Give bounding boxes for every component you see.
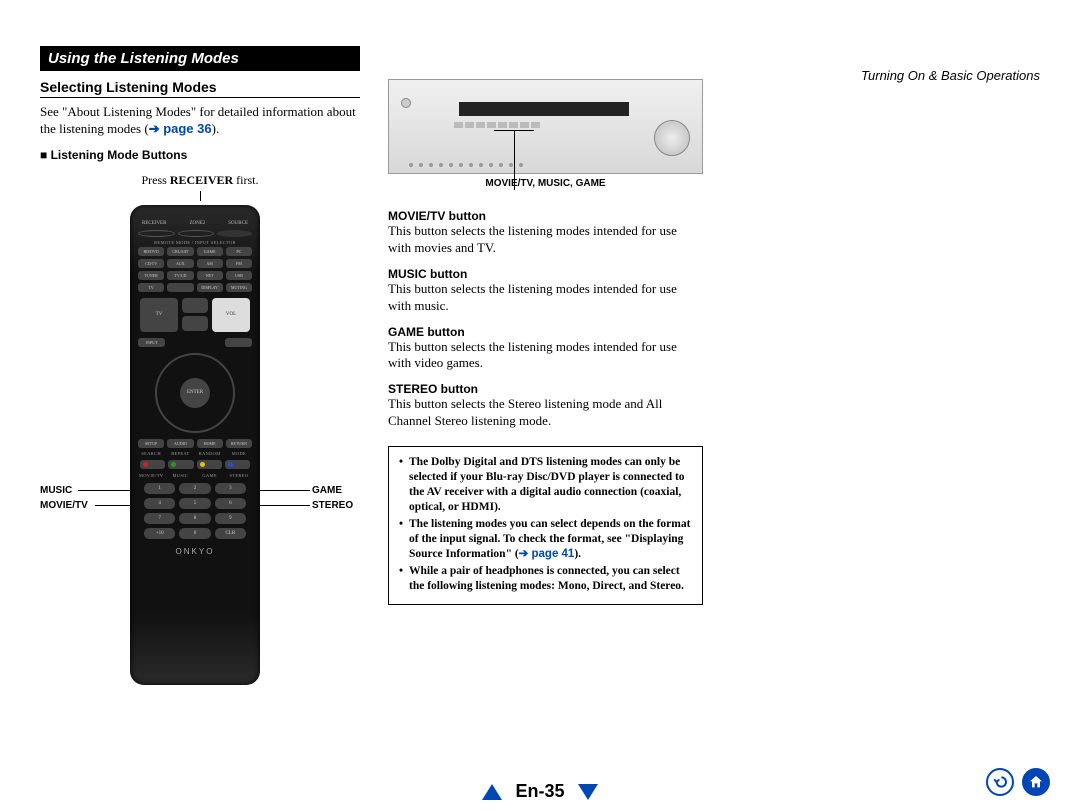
right-column: MOVIE/TV, MUSIC, GAME MOVIE/TV buttonThi… — [388, 79, 703, 705]
remote-label: RANDOM — [197, 451, 223, 456]
receiver-caption: MOVIE/TV, MUSIC, GAME — [388, 178, 703, 189]
remote-btn: CBL/SAT — [167, 247, 193, 256]
button-heading: MUSIC button — [388, 267, 703, 281]
remote-nav-ring: ENTER — [155, 353, 235, 433]
button-heading: MOVIE/TV button — [388, 209, 703, 223]
callout-line — [95, 505, 130, 506]
breadcrumb: Turning On & Basic Operations — [861, 68, 1040, 83]
remote-numkey: 3 — [215, 483, 246, 494]
page-footer: En-35 — [0, 781, 1080, 802]
remote-btn: CD/TV — [138, 259, 164, 268]
button-description: This button selects the listening modes … — [388, 223, 703, 257]
button-description: This button selects the Stereo listening… — [388, 396, 703, 430]
subheading-selecting: Selecting Listening Modes — [40, 79, 360, 98]
remote-label: MUSIC — [167, 473, 193, 478]
remote-numkey: 7 — [144, 513, 175, 524]
callout-line — [78, 490, 130, 491]
remote-btn: DISPLAY — [197, 283, 223, 292]
section-banner: Using the Listening Modes — [40, 46, 360, 71]
intro-text: See "About Listening Modes" for detailed… — [40, 104, 360, 138]
callout-stereo: STEREO — [312, 500, 353, 511]
remote-btn: AUDIO — [167, 439, 193, 448]
page-link[interactable]: ➔ page 41 — [519, 548, 575, 560]
remote-label: MOVIE/TV — [138, 473, 164, 478]
remote-btn: SETUP — [138, 439, 164, 448]
page-number: En-35 — [515, 781, 564, 802]
remote-numkey: 8 — [179, 513, 210, 524]
remote-btn: GAME — [197, 247, 223, 256]
home-icon[interactable] — [1022, 768, 1050, 796]
button-heading: STEREO button — [388, 382, 703, 396]
listening-mode-buttons-heading: Listening Mode Buttons — [40, 148, 360, 162]
remote-numkey: CLR — [215, 528, 246, 539]
button-description: This button selects the listening modes … — [388, 339, 703, 373]
left-column: Selecting Listening Modes See "About Lis… — [40, 79, 360, 705]
press-bold: RECEIVER — [170, 173, 233, 187]
remote-input: INPUT — [138, 338, 165, 347]
remote-label: GAME — [197, 473, 223, 478]
remote-btn: NET — [197, 271, 223, 280]
remote-brand: ONKYO — [138, 547, 252, 556]
remote-top-label: SOURCE — [228, 221, 248, 226]
remote-btn: USB — [226, 271, 252, 280]
remote-btn: TV/CD — [167, 271, 193, 280]
press-receiver-note: Press RECEIVER first. — [120, 170, 280, 191]
note-item: The Dolby Digital and DTS listening mode… — [399, 455, 692, 515]
prev-page-icon[interactable] — [482, 784, 502, 800]
note-item: While a pair of headphones is connected,… — [399, 564, 692, 594]
remote-btn — [167, 283, 193, 292]
intro-post: ). — [212, 121, 220, 136]
remote-top-label: RECEIVER — [142, 221, 166, 226]
remote-label: SEARCH — [138, 451, 164, 456]
remote-label: REPEAT — [167, 451, 193, 456]
notes-box: The Dolby Digital and DTS listening mode… — [388, 446, 703, 604]
remote-numkey: 4 — [144, 498, 175, 509]
callout-music: MUSIC — [40, 485, 72, 496]
remote-numkey: 6 — [215, 498, 246, 509]
button-heading: GAME button — [388, 325, 703, 339]
callout-game: GAME — [312, 485, 342, 496]
remote-btn: PC — [226, 247, 252, 256]
remote-numkey: +10 — [144, 528, 175, 539]
remote-label: STEREO — [226, 473, 252, 478]
note-item: The listening modes you can select depen… — [399, 517, 692, 562]
callout-line — [260, 505, 310, 506]
remote-btn: AM — [197, 259, 223, 268]
remote-btn: HOME — [197, 439, 223, 448]
remote-btn: FM — [226, 259, 252, 268]
remote-numkey: 2 — [179, 483, 210, 494]
remote-btn: AUX — [167, 259, 193, 268]
remote-enter: ENTER — [180, 378, 210, 408]
page-link-36[interactable]: ➔ page 36 — [149, 121, 212, 136]
back-icon[interactable] — [986, 768, 1014, 796]
remote-btn: BD/DVD — [138, 247, 164, 256]
remote-btn: TV — [138, 283, 164, 292]
remote-numpad: 123 456 789 +10 0 CLR — [144, 483, 246, 539]
remote-vol: VOL — [212, 298, 250, 332]
remote-top-label: ZONE2 — [189, 221, 205, 226]
remote-tv-vol: TV — [140, 298, 178, 332]
remote-btn: TUNER — [138, 271, 164, 280]
remote-btn — [225, 338, 252, 347]
remote-btn: RETURN — [226, 439, 252, 448]
callout-line — [260, 490, 310, 491]
next-page-icon[interactable] — [578, 784, 598, 800]
remote-control-illustration: RECEIVER ZONE2 SOURCE REMOTE MODE / INPU… — [130, 205, 260, 685]
press-pre: Press — [141, 173, 169, 187]
button-description: This button selects the listening modes … — [388, 281, 703, 315]
receiver-front-illustration — [388, 79, 703, 174]
remote-numkey: 1 — [144, 483, 175, 494]
remote-diagram: MUSIC MOVIE/TV GAME STEREO RECEIVER ZONE… — [40, 205, 360, 705]
remote-numkey: 5 — [179, 498, 210, 509]
press-post: first. — [233, 173, 258, 187]
remote-numkey: 0 — [179, 528, 210, 539]
remote-label: MODE — [226, 451, 252, 456]
remote-label-bar: REMOTE MODE / INPUT SELECTOR — [138, 240, 252, 245]
remote-numkey: 9 — [215, 513, 246, 524]
callout-movietv: MOVIE/TV — [40, 500, 88, 511]
remote-btn: MUTING — [226, 283, 252, 292]
remote-color-row — [140, 460, 250, 469]
